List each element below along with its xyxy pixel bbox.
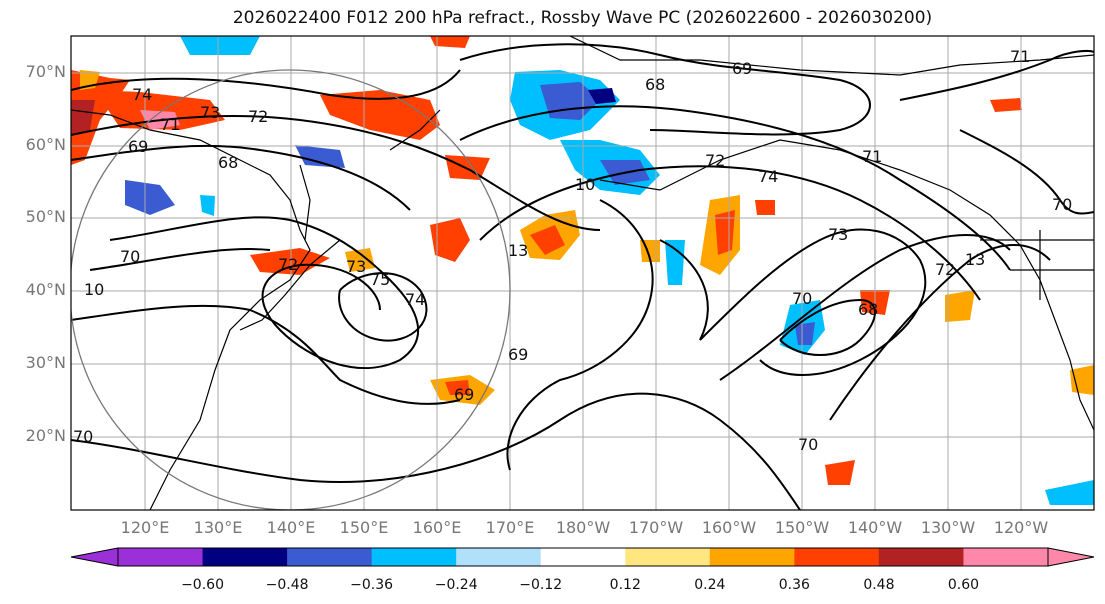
colorbar-swatch (963, 548, 1049, 566)
colorbar-extend-right (1047, 547, 1095, 567)
contour-label: 73 (200, 103, 220, 122)
contour-label: 74 (758, 167, 778, 186)
lon-tick-label: 140°W (847, 518, 903, 537)
grid-lines (71, 36, 1094, 510)
colorbar-tick-label: −0.48 (265, 577, 309, 593)
lon-tick-label: 180°W (555, 518, 611, 537)
lat-tick-label: 60°N (25, 135, 66, 154)
region-circle (71, 69, 511, 510)
lon-tick-label: 170°W (628, 518, 684, 537)
contour-label: 70 (73, 427, 93, 446)
colorbar-swatch (287, 548, 373, 566)
colorbar-swatch (371, 548, 457, 566)
lon-tick-label: 150°E (339, 518, 389, 537)
contour-label-group: 74 73 72 71 69 68 68 69 71 72 74 71 70 7… (73, 47, 1072, 454)
contour-label: 10 (575, 175, 595, 194)
lat-tick-label: 30°N (25, 353, 66, 372)
contour-label: 73 (346, 257, 366, 276)
contour-label: 10 (84, 280, 104, 299)
contour-label: 70 (798, 435, 818, 454)
map-frame (70, 35, 1095, 511)
colorbar-tick-label: 0.36 (778, 577, 810, 593)
contour-label: 13 (508, 241, 528, 260)
colorbar-swatch (456, 548, 542, 566)
lon-tick-label: 160°E (412, 518, 462, 537)
lat-tick-label: 40°N (25, 280, 66, 299)
colorbar-tick-label: 0.24 (694, 577, 726, 593)
lat-tick-label: 20°N (25, 426, 66, 445)
colorbar-tick-label: −0.24 (434, 577, 478, 593)
colorbar-border (117, 547, 1049, 567)
colorbar-swatch (709, 548, 795, 566)
contour-label: 70 (792, 289, 812, 308)
contour-label: 69 (732, 59, 752, 78)
contour-label: 72 (935, 260, 955, 279)
contour-label: 69 (508, 345, 528, 364)
colorbar-swatch (118, 548, 204, 566)
contour-label: 74 (405, 290, 425, 309)
contour-label: 69 (128, 137, 148, 156)
contour-label: 68 (645, 75, 665, 94)
colorbar-swatch (794, 548, 880, 566)
colorbar-extend-left (70, 547, 119, 567)
lon-tick-label: 160°W (701, 518, 757, 537)
lon-tick-label: 170°E (485, 518, 535, 537)
coastlines (71, 36, 1094, 510)
contour-label: 73 (828, 225, 848, 244)
lon-tick-label: 120°E (120, 518, 170, 537)
contour-label: 72 (248, 107, 268, 126)
colorbar-tick-label: 0.48 (863, 577, 895, 593)
colorbar-tick-label: −0.60 (181, 577, 224, 593)
contour-label: 68 (858, 300, 878, 319)
colorbar-swatch (202, 548, 288, 566)
colorbar (70, 547, 1095, 567)
contour-label: 70 (120, 247, 140, 266)
lon-tick-label: 150°W (774, 518, 830, 537)
contour-label: 74 (132, 85, 152, 104)
lat-tick-label: 70°N (25, 62, 66, 81)
colorbar-tick-label: 0.60 (947, 577, 980, 593)
lat-tick-label: 50°N (25, 207, 66, 226)
contour-lines (71, 43, 1094, 510)
contour-label: 68 (218, 153, 238, 172)
colorbar-swatch (878, 548, 964, 566)
contour-label: 70 (1052, 195, 1072, 214)
contour-label: 71 (160, 115, 180, 134)
lon-tick-label: 140°E (266, 518, 316, 537)
contour-label: 71 (862, 147, 882, 166)
contour-label: 72 (278, 255, 298, 274)
contour-label: 71 (1010, 47, 1030, 66)
map-title: 2026022400 F012 200 hPa refract., Rossby… (232, 8, 933, 28)
contour-label: 72 (705, 151, 725, 170)
lon-tick-label: 130°W (920, 518, 976, 537)
colorbar-tick-label: −0.12 (519, 577, 563, 593)
contour-label: 13 (965, 250, 985, 269)
colorbar-swatch (540, 548, 626, 566)
colorbar-swatch (625, 548, 711, 566)
colorbar-tick-label: 0.12 (609, 577, 641, 593)
contour-label: 75 (370, 270, 390, 289)
lon-tick-label: 130°E (193, 518, 243, 537)
colorbar-tick-label: −0.36 (350, 577, 394, 593)
contour-label: 69 (454, 385, 474, 404)
anomaly-patches (71, 36, 1094, 505)
lon-tick-label: 120°W (993, 518, 1049, 537)
